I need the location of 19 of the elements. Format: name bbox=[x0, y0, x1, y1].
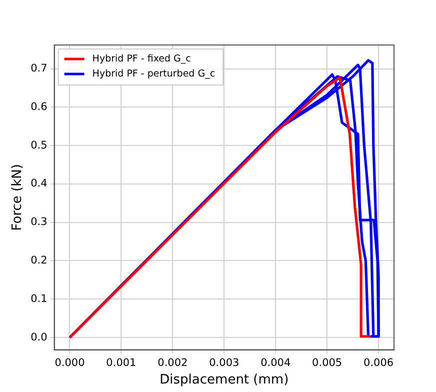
x-tick-label: 0.002 bbox=[158, 356, 188, 369]
y-tick-label: 0.0 bbox=[30, 331, 48, 344]
x-tick-label: 0.000 bbox=[54, 356, 85, 369]
x-tick-label: 0.004 bbox=[260, 356, 291, 369]
legend-label: Hybrid PF - fixed G_c bbox=[92, 53, 191, 64]
y-axis-title: Force (kN) bbox=[10, 164, 26, 231]
y-tick-label: 0.1 bbox=[30, 292, 48, 305]
y-tick-label: 0.4 bbox=[30, 178, 48, 190]
x-tick-label: 0.001 bbox=[106, 356, 136, 369]
x-axis-title: Displacement (mm) bbox=[160, 372, 289, 388]
x-tick-label: 0.003 bbox=[209, 356, 240, 369]
y-tick-label: 0.7 bbox=[30, 62, 48, 75]
y-tick-label: 0.5 bbox=[30, 139, 48, 152]
legend-label: Hybrid PF - perturbed G_c bbox=[92, 68, 216, 80]
y-tick-label: 0.2 bbox=[30, 254, 48, 266]
y-tick-label: 0.3 bbox=[30, 216, 48, 228]
y-tick-label: 0.6 bbox=[30, 100, 48, 113]
x-tick-label: 0.005 bbox=[312, 356, 342, 369]
x-tick-label: 0.006 bbox=[364, 356, 394, 369]
